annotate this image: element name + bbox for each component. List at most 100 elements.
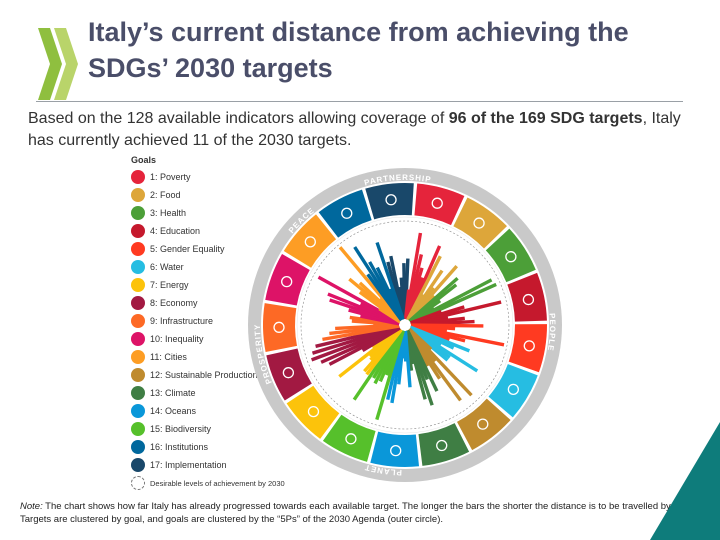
- legend-item: 3: Health: [131, 205, 186, 221]
- inner-area: [296, 216, 514, 434]
- fish-icon: [390, 445, 402, 457]
- legend-label: 8: Economy: [150, 298, 198, 308]
- legend-item: 6: Water: [131, 259, 184, 275]
- tree-icon: [131, 422, 145, 436]
- legend-item: 8: Economy: [131, 295, 198, 311]
- subtitle-part2: , Italy has currently achieved 11 of the…: [28, 110, 681, 149]
- water-icon: [507, 383, 519, 395]
- legend-item: 16: Institutions: [131, 439, 208, 455]
- legend-item: 17: Implementation: [131, 457, 227, 473]
- legend-item: 1: Poverty: [131, 169, 191, 185]
- tree-icon: [345, 433, 357, 445]
- equal-icon: [131, 332, 145, 346]
- legend-item: 9: Infrastructure: [131, 313, 213, 329]
- legend-label: 4: Education: [150, 226, 201, 236]
- cubes-icon: [131, 314, 145, 328]
- people-icon: [431, 197, 443, 209]
- goal-segment: [418, 423, 470, 466]
- bowl-icon: [131, 188, 145, 202]
- ring-icon: [131, 458, 145, 472]
- people-icon: [131, 170, 145, 184]
- heartbeat-icon: [505, 251, 517, 263]
- heartbeat-icon: [131, 206, 145, 220]
- legend-item: 4: Education: [131, 223, 200, 239]
- dove-icon: [131, 440, 145, 454]
- bowl-icon: [473, 217, 485, 229]
- gender-icon: [131, 242, 145, 256]
- goal-segment: [318, 189, 372, 238]
- subtitle-part1: Based on the 128 available indicators al…: [28, 110, 449, 127]
- city-icon: [131, 350, 145, 364]
- city-icon: [304, 236, 316, 248]
- growth-icon: [282, 367, 295, 379]
- growth-icon: [131, 296, 145, 310]
- legend-item: 14: Oceans: [131, 403, 196, 419]
- legend-item: 5: Gender Equality: [131, 241, 225, 257]
- goal-segment: [508, 324, 547, 373]
- target-circle: [300, 220, 510, 430]
- fish-icon: [131, 404, 145, 418]
- legend-label: 5: Gender Equality: [150, 244, 225, 254]
- gender-icon: [523, 340, 535, 352]
- infinity-icon: [477, 418, 489, 430]
- eye-icon: [436, 439, 448, 452]
- book-icon: [522, 293, 535, 306]
- book-icon: [131, 224, 145, 238]
- legend-label: 13: Climate: [150, 388, 196, 398]
- legend-label: 16: Institutions: [150, 442, 209, 452]
- sun-icon: [131, 278, 145, 292]
- legend-label: 2: Food: [150, 190, 181, 200]
- legend-footer: Desirable levels of achievement by 2030: [131, 475, 285, 491]
- legend-label: 12: Sustainable Production: [150, 370, 258, 380]
- corner-decoration: [650, 422, 720, 540]
- legend-item: 7: Energy: [131, 277, 189, 293]
- legend-item: 10: Inequality: [131, 331, 204, 347]
- legend-label: 11: Cities: [150, 352, 187, 362]
- ring-icon: [385, 194, 397, 206]
- legend-footer-label: Desirable levels of achievement by 2030: [150, 478, 285, 488]
- legend-item: 13: Climate: [131, 385, 196, 401]
- goal-segment: [286, 385, 340, 439]
- goal-segment: [507, 272, 547, 322]
- legend-label: 7: Energy: [150, 280, 189, 290]
- legend-label: 6: Water: [150, 262, 184, 272]
- equal-icon: [281, 276, 293, 288]
- goal-segment: [414, 183, 465, 226]
- legend-item: 15: Biodiversity: [131, 421, 211, 437]
- eye-icon: [131, 386, 145, 400]
- legend-item: 12: Sustainable Production: [131, 367, 258, 383]
- legend-label: 1: Poverty: [150, 172, 191, 182]
- legend-title: Goals: [131, 155, 157, 165]
- goal-segment: [457, 398, 511, 451]
- legend-label: 15: Biodiversity: [150, 424, 212, 434]
- goal-segment: [283, 214, 337, 268]
- infinity-icon: [131, 368, 145, 382]
- page-title: Italy’s current distance from achieving …: [88, 17, 629, 83]
- goal-segment: [485, 228, 536, 283]
- legend-label: 17: Implementation: [150, 460, 227, 470]
- subtitle-bold: 96 of the 169 SDG targets: [448, 110, 643, 127]
- legend-label: 9: Infrastructure: [150, 316, 214, 326]
- five-ps-label: PEOPLE: [546, 313, 557, 352]
- legend-label: 3: Health: [150, 208, 187, 218]
- note-label: Note:: [20, 501, 43, 512]
- goal-segment: [263, 303, 298, 352]
- note-text: The chart shows how far Italy has alread…: [20, 501, 698, 525]
- goal-segment: [370, 431, 420, 467]
- cubes-icon: [273, 321, 285, 333]
- chart-note: Note: The chart shows how far Italy has …: [20, 500, 700, 526]
- dashed-circle-icon: [131, 476, 145, 490]
- sun-icon: [307, 405, 320, 418]
- goal-segment: [266, 348, 312, 401]
- legend-label: 10: Inequality: [150, 334, 204, 344]
- water-icon: [131, 260, 145, 274]
- target-bar: [375, 241, 405, 320]
- goal-segment: [488, 364, 538, 418]
- goal-segment: [453, 197, 507, 249]
- goal-segment: [322, 414, 376, 462]
- oecd-logo: [38, 28, 78, 100]
- goal-segment: [265, 253, 310, 306]
- legend-label: 14: Oceans: [150, 406, 197, 416]
- legend-item: 2: Food: [131, 187, 181, 203]
